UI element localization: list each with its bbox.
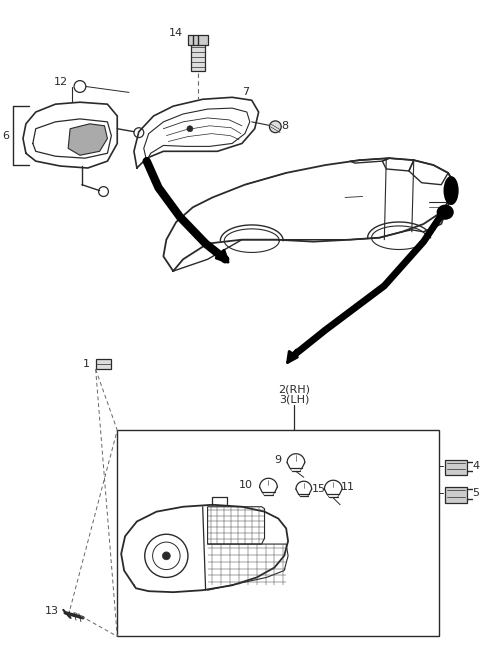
Text: 11: 11 xyxy=(341,482,355,492)
Text: 3(LH): 3(LH) xyxy=(279,395,309,405)
Circle shape xyxy=(269,121,281,133)
Text: 2(RH): 2(RH) xyxy=(278,384,310,394)
Text: 7: 7 xyxy=(242,87,249,97)
Ellipse shape xyxy=(444,177,458,204)
Text: 8: 8 xyxy=(281,121,288,131)
Circle shape xyxy=(187,126,193,132)
Ellipse shape xyxy=(437,206,453,219)
Bar xyxy=(96,360,111,369)
Circle shape xyxy=(162,552,170,560)
Text: 12: 12 xyxy=(54,77,68,87)
Bar xyxy=(188,36,207,45)
Text: 4: 4 xyxy=(473,461,480,471)
Text: 10: 10 xyxy=(239,480,253,490)
Text: 6: 6 xyxy=(2,131,9,141)
Polygon shape xyxy=(68,124,108,155)
Text: 14: 14 xyxy=(169,28,183,38)
Bar xyxy=(191,44,204,71)
Bar xyxy=(117,430,439,637)
Bar xyxy=(445,487,467,503)
Text: 1: 1 xyxy=(83,360,90,369)
Text: 15: 15 xyxy=(312,484,325,494)
Circle shape xyxy=(74,81,86,93)
Bar xyxy=(445,459,467,475)
Text: 13: 13 xyxy=(44,606,59,616)
Text: 5: 5 xyxy=(473,488,480,498)
Text: 9: 9 xyxy=(274,455,281,465)
